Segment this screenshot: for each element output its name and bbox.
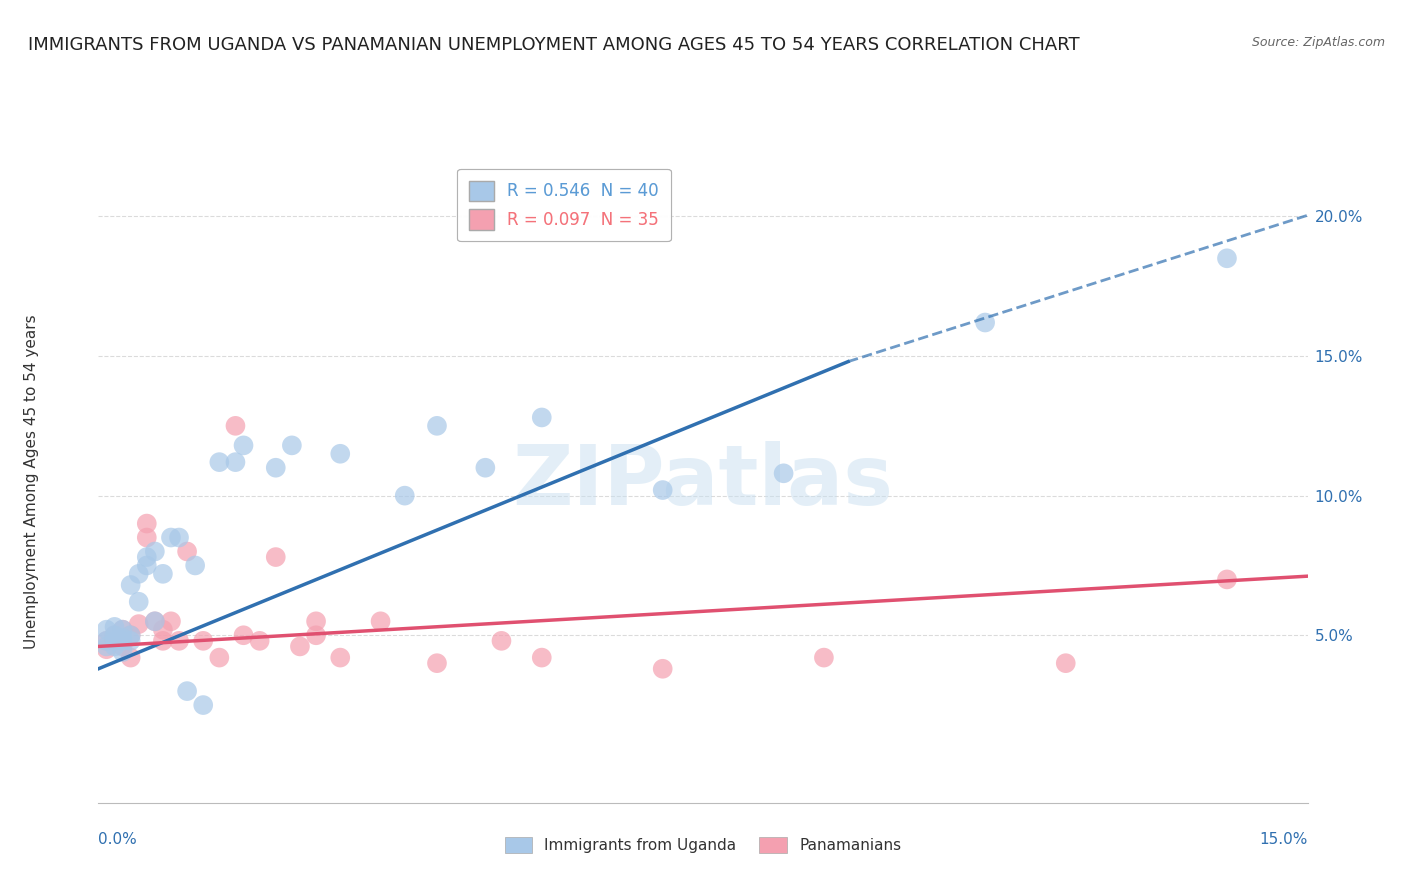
Point <box>143 615 166 629</box>
Point <box>651 662 673 676</box>
Point <box>426 418 449 433</box>
Point <box>111 640 134 654</box>
Point <box>651 483 673 497</box>
Point <box>193 633 215 648</box>
Point <box>426 656 449 670</box>
Point <box>120 633 142 648</box>
Point <box>135 531 157 545</box>
Text: 0.0%: 0.0% <box>98 831 138 847</box>
Point <box>394 489 416 503</box>
Point <box>491 633 513 648</box>
Point <box>184 558 207 573</box>
Point <box>974 316 997 330</box>
Point <box>249 633 271 648</box>
Text: IMMIGRANTS FROM UGANDA VS PANAMANIAN UNEMPLOYMENT AMONG AGES 45 TO 54 YEARS CORR: IMMIGRANTS FROM UGANDA VS PANAMANIAN UNE… <box>28 36 1080 54</box>
Point <box>208 455 231 469</box>
Point <box>193 698 215 712</box>
Point <box>96 642 118 657</box>
Point <box>208 650 231 665</box>
Point <box>474 460 496 475</box>
Point <box>160 615 183 629</box>
Point <box>1216 573 1239 587</box>
Point <box>1054 656 1077 670</box>
Point <box>111 623 134 637</box>
Legend: Immigrants from Uganda, Panamanians: Immigrants from Uganda, Panamanians <box>499 830 907 859</box>
Point <box>813 650 835 665</box>
Point <box>103 628 125 642</box>
Point <box>103 620 125 634</box>
Point <box>111 623 134 637</box>
Point <box>128 566 150 581</box>
Text: Unemployment Among Ages 45 to 54 years: Unemployment Among Ages 45 to 54 years <box>24 314 39 649</box>
Point <box>264 460 287 475</box>
Point <box>160 531 183 545</box>
Point <box>96 640 118 654</box>
Point <box>176 544 198 558</box>
Point <box>530 410 553 425</box>
Point <box>103 633 125 648</box>
Point <box>103 628 125 642</box>
Point <box>128 617 150 632</box>
Point <box>1216 252 1239 266</box>
Point <box>135 558 157 573</box>
Point <box>232 438 254 452</box>
Point <box>530 650 553 665</box>
Point <box>224 418 246 433</box>
Point <box>103 633 125 648</box>
Point <box>329 650 352 665</box>
Point <box>120 578 142 592</box>
Point <box>370 615 392 629</box>
Point <box>772 467 794 481</box>
Point <box>167 633 190 648</box>
Point <box>96 633 118 648</box>
Point <box>224 455 246 469</box>
Point <box>152 566 174 581</box>
Point <box>103 640 125 654</box>
Text: Source: ZipAtlas.com: Source: ZipAtlas.com <box>1251 36 1385 49</box>
Point <box>143 615 166 629</box>
Point <box>167 531 190 545</box>
Point <box>120 628 142 642</box>
Point <box>281 438 304 452</box>
Point <box>329 447 352 461</box>
Point <box>143 544 166 558</box>
Point <box>176 684 198 698</box>
Point <box>111 645 134 659</box>
Point <box>120 628 142 642</box>
Point <box>135 550 157 565</box>
Point <box>111 631 134 645</box>
Text: 15.0%: 15.0% <box>1260 831 1308 847</box>
Point <box>152 623 174 637</box>
Point <box>232 628 254 642</box>
Point <box>264 550 287 565</box>
Point <box>120 650 142 665</box>
Point <box>128 595 150 609</box>
Point <box>96 633 118 648</box>
Point <box>152 633 174 648</box>
Point <box>111 633 134 648</box>
Point <box>96 623 118 637</box>
Point <box>305 615 328 629</box>
Point <box>305 628 328 642</box>
Point <box>135 516 157 531</box>
Point <box>288 640 311 654</box>
Text: ZIPatlas: ZIPatlas <box>513 442 893 522</box>
